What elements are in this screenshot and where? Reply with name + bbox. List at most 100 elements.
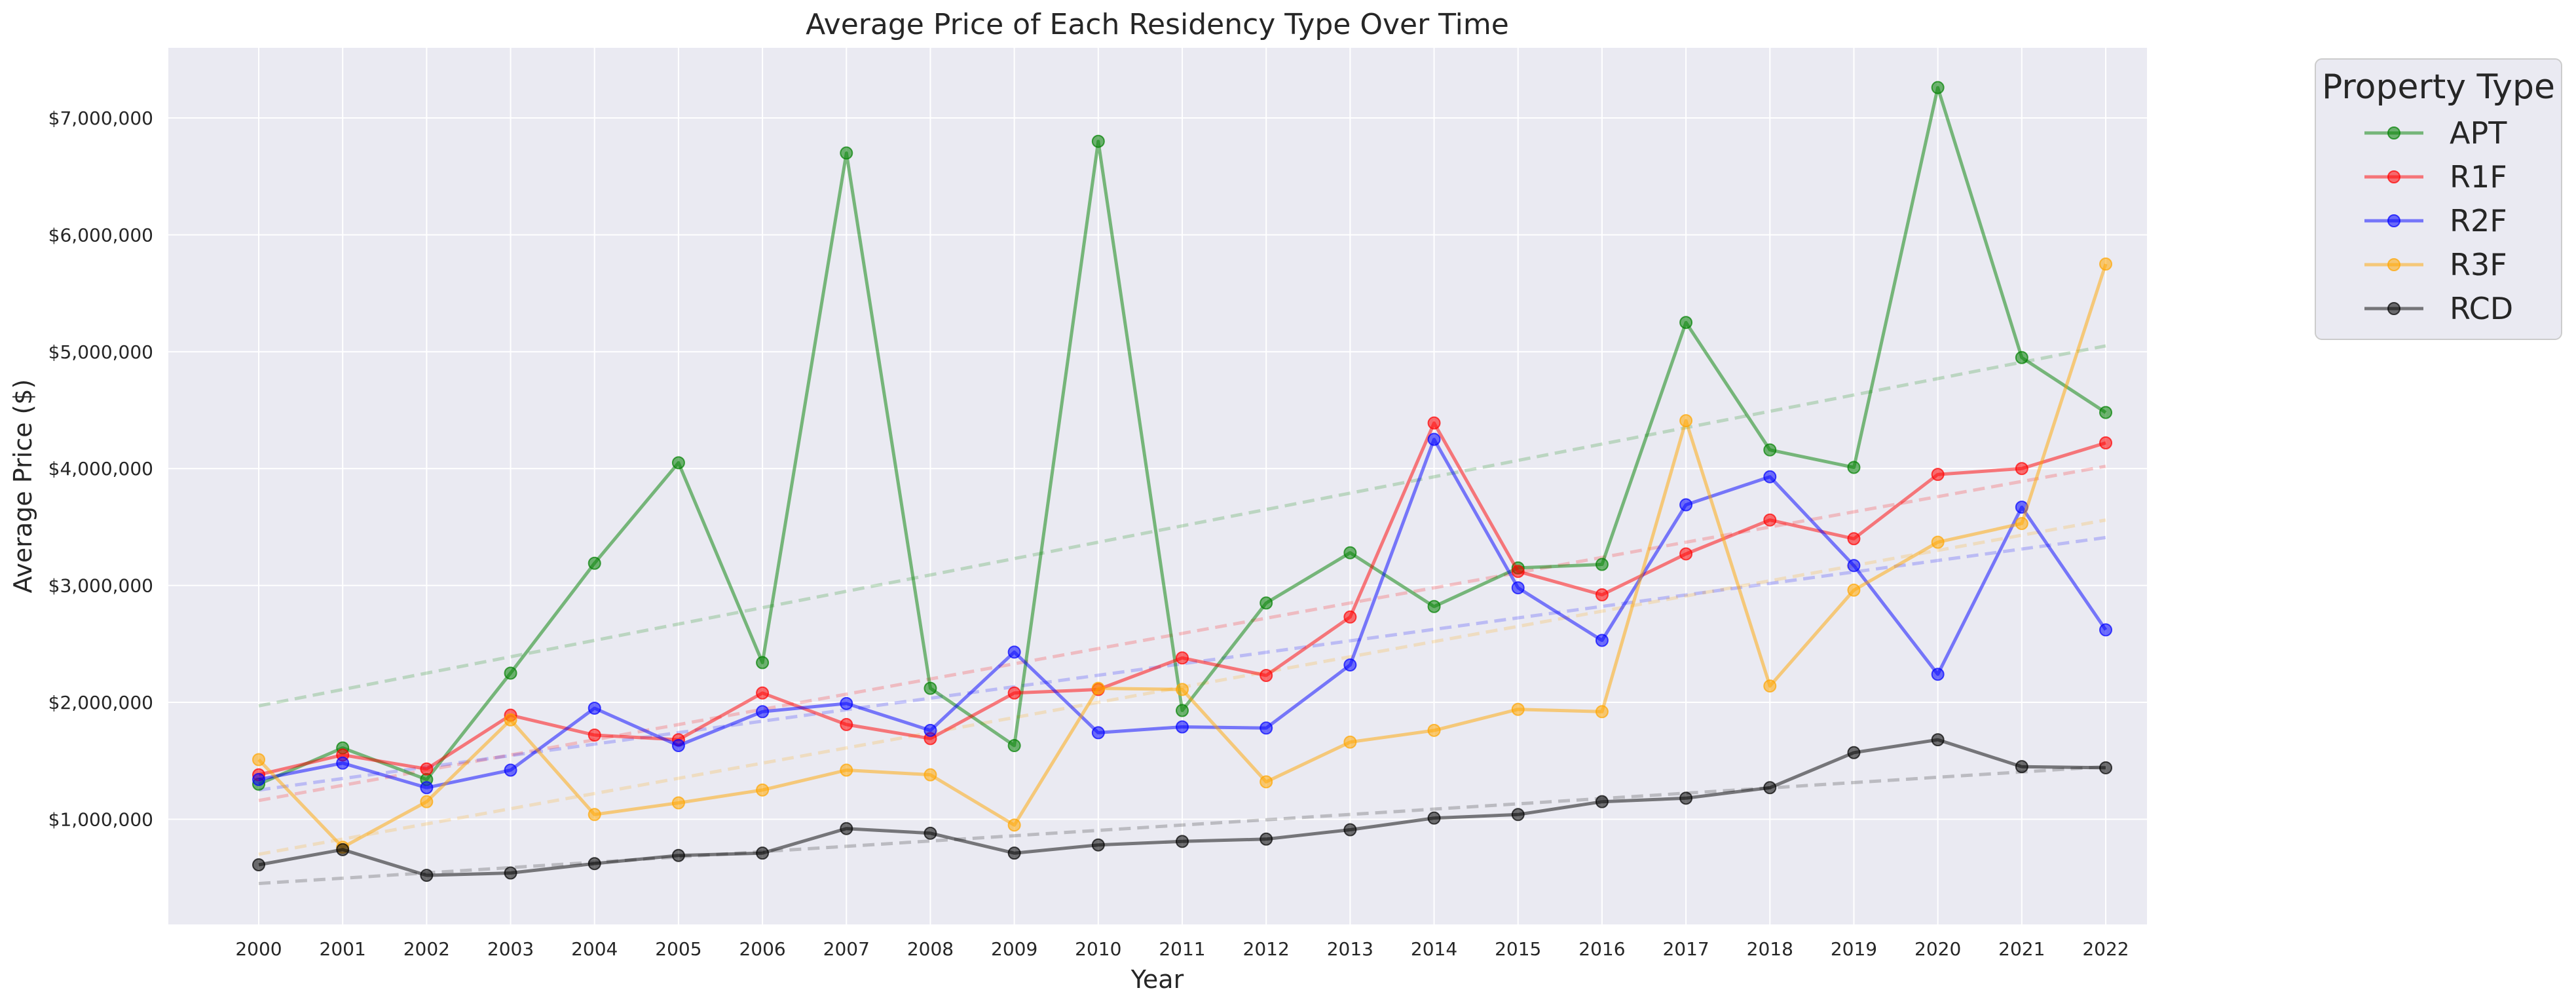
data-point <box>1679 498 1693 512</box>
data-point <box>1931 733 1945 747</box>
data-point <box>756 783 770 797</box>
x-tick-label: 2004 <box>571 938 618 960</box>
data-point <box>420 795 434 808</box>
data-point <box>588 556 601 570</box>
data-point <box>671 739 685 753</box>
x-tick-label: 2021 <box>1998 938 2045 960</box>
data-point <box>1091 134 1105 148</box>
data-point <box>756 705 770 719</box>
data-point <box>336 843 350 856</box>
y-tick-label: $6,000,000 <box>48 224 153 246</box>
trend-line-rcd <box>258 765 2106 886</box>
data-point <box>252 772 265 786</box>
data-point <box>1931 535 1945 549</box>
grid-layer <box>168 48 2147 924</box>
y-tick-labels: $1,000,000 $2,000,000 $3,000,000 $4,000,000… <box>48 107 153 830</box>
data-point <box>1847 746 1861 759</box>
series-rcd <box>252 733 2112 882</box>
data-point <box>1595 558 1609 571</box>
data-point <box>1931 81 1945 94</box>
data-point <box>420 762 434 776</box>
data-point <box>1176 835 1189 848</box>
data-point <box>588 701 601 715</box>
data-point <box>504 713 517 727</box>
x-tick-label: 2005 <box>655 938 701 960</box>
trend-line-apt <box>258 344 2106 708</box>
data-point <box>924 723 937 737</box>
data-point <box>840 822 853 835</box>
data-point <box>671 796 685 810</box>
data-point <box>1427 723 1441 737</box>
data-point <box>1847 583 1861 597</box>
data-point <box>252 858 265 872</box>
legend-marker-r2f <box>2387 214 2400 227</box>
data-point <box>1427 432 1441 446</box>
data-point <box>1511 808 1525 822</box>
legend-title: Property Type <box>2322 67 2555 107</box>
data-point <box>756 846 770 860</box>
x-tick-label: 2008 <box>907 938 954 960</box>
data-point <box>840 146 853 160</box>
x-tick-label: 2012 <box>1243 938 1290 960</box>
x-tick-label: 2007 <box>823 938 870 960</box>
data-point <box>1763 443 1777 457</box>
data-point <box>504 866 517 880</box>
data-point <box>1176 651 1189 665</box>
x-tick-label: 2019 <box>1831 938 1877 960</box>
legend-marker-rcd <box>2387 302 2400 315</box>
legend-label-r3f: R3F <box>2450 247 2507 282</box>
data-point <box>1847 532 1861 546</box>
x-tick-label: 2002 <box>403 938 450 960</box>
x-tick-label: 2015 <box>1495 938 1541 960</box>
data-point <box>1260 721 1273 735</box>
data-point <box>1343 546 1357 559</box>
data-point <box>1176 683 1189 696</box>
data-point <box>1091 726 1105 740</box>
data-point <box>1427 599 1441 613</box>
data-point <box>1343 658 1357 672</box>
data-point <box>420 869 434 882</box>
data-point <box>1260 775 1273 789</box>
x-tick-label: 2017 <box>1662 938 1709 960</box>
data-point <box>2099 436 2112 449</box>
data-point <box>588 808 601 822</box>
x-tick-label: 2020 <box>1914 938 1961 960</box>
data-point <box>756 686 770 700</box>
legend-label-r2f: R2F <box>2450 203 2507 238</box>
data-point <box>1343 735 1357 749</box>
series-layer <box>252 81 2112 882</box>
data-point <box>1511 702 1525 716</box>
data-point <box>1931 668 1945 681</box>
data-point <box>1091 838 1105 852</box>
data-point <box>924 681 937 695</box>
data-point <box>1007 739 1021 753</box>
data-point <box>1427 416 1441 430</box>
data-point <box>252 753 265 767</box>
data-point <box>1595 705 1609 719</box>
x-tick-labels: 2000 2001 2002 2003 2004 2005 2006 2007 2008 2009… <box>235 938 2129 960</box>
x-tick-label: 2000 <box>235 938 282 960</box>
legend-label-rcd: RCD <box>2450 291 2513 326</box>
data-point <box>1511 565 1525 578</box>
x-tick-label: 2016 <box>1578 938 1625 960</box>
data-point <box>2099 406 2112 419</box>
data-point <box>588 728 601 742</box>
y-tick-label: $1,000,000 <box>48 808 153 830</box>
data-point <box>1007 645 1021 659</box>
data-point <box>1260 669 1273 683</box>
y-tick-label: $2,000,000 <box>48 692 153 713</box>
data-point <box>1931 468 1945 482</box>
legend-label-apt: APT <box>2450 115 2507 151</box>
data-point <box>420 781 434 795</box>
data-point <box>1343 823 1357 837</box>
y-axis-title: Average Price ($) <box>9 379 37 594</box>
data-point <box>504 666 517 680</box>
data-point <box>1763 513 1777 527</box>
x-tick-label: 2013 <box>1327 938 1373 960</box>
data-point <box>1679 791 1693 805</box>
y-tick-label: $4,000,000 <box>48 458 153 480</box>
data-point <box>2099 761 2112 774</box>
series-r2f <box>252 432 2112 795</box>
